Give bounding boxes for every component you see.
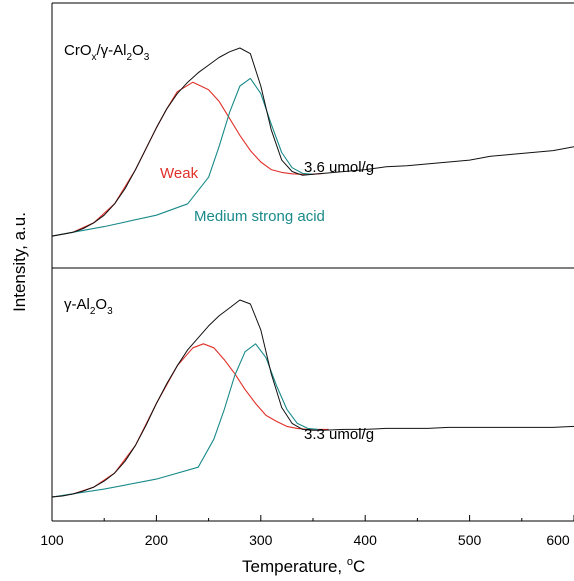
x-tick-label-100: 100 [40, 532, 64, 548]
bottom-measured-line [51, 299, 574, 498]
panel-label-bottom: γ-Al2O3 [64, 296, 113, 317]
x-tick-label-600: 600 [546, 532, 570, 548]
panels-layer [51, 47, 574, 498]
x-ticks-layer: 100 200 300 400 500 600 [40, 515, 574, 548]
bottom-medium-strong-acid-line [51, 343, 319, 498]
axes-layer [51, 2, 574, 522]
top-medium-strong-acid-line [51, 77, 314, 237]
annotation-weak: Weak [160, 165, 199, 182]
acid-amount-top: 3.6 umol/g [304, 159, 374, 176]
panel-label-top: CrOx/γ-Al2O3 [64, 42, 150, 63]
top-weak-line [51, 81, 324, 237]
panel-top-series [51, 47, 574, 237]
annotation-medium-strong-acid: Medium strong acid [194, 208, 325, 225]
x-tick-label-300: 300 [249, 532, 273, 548]
y-axis-title: Intensity, a.u. [10, 212, 29, 312]
x-tick-label-200: 200 [145, 532, 169, 548]
bottom-weak-line [51, 343, 329, 498]
top-measured-line [51, 47, 574, 237]
x-tick-label-400: 400 [354, 532, 378, 548]
panel-bottom-series [51, 299, 574, 498]
x-axis-title: Temperature, oC [242, 556, 365, 576]
x-tick-label-500: 500 [458, 532, 482, 548]
acid-amount-bottom: 3.3 umol/g [304, 426, 374, 443]
